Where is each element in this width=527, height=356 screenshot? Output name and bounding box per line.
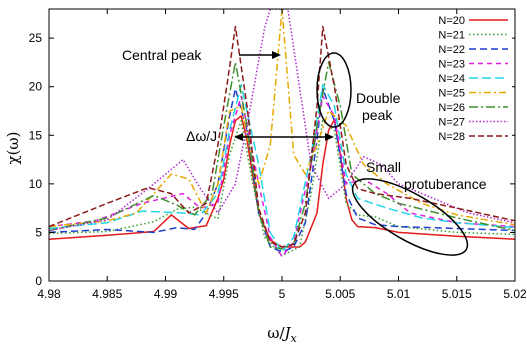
series-line-n-28 (49, 25, 515, 248)
legend-label: N=28 (438, 131, 465, 143)
x-axis-title: ω/Jx (267, 324, 297, 345)
y-axis-title: χ(ω) (4, 131, 22, 164)
small-protuberance-line1: Small (366, 159, 401, 175)
legend-label: N=26 (438, 102, 465, 114)
series-line-n-26 (49, 61, 515, 250)
legend-box (412, 14, 512, 151)
legend-label: N=21 (438, 30, 465, 42)
y-tick-label: 5 (35, 225, 42, 239)
small-protuberance-line2: protuberance (404, 176, 487, 192)
annotation-delta: Δω/J (186, 128, 334, 144)
double-peak-ellipse (316, 52, 352, 128)
annotation-central-peak: Central peak (122, 47, 281, 63)
x-tick-label: 5.005 (325, 287, 355, 301)
legend: N=20 N=21 N=22 N=23 N=24 N=25 N=26 N=27 N=28 (412, 14, 512, 151)
x-tick-label: 5 (279, 287, 286, 301)
double-peak-label-line1: Double (356, 90, 401, 106)
series-layer (49, 9, 515, 258)
x-axis: 4.98 4.985 4.99 4.995 5 5.005 5.01 5.015 5.02 (37, 9, 527, 301)
legend-label: N=20 (438, 15, 465, 27)
y-tick-label: 25 (29, 31, 43, 45)
delta-label: Δω/J (186, 128, 217, 144)
x-tick-label: 4.98 (37, 287, 61, 301)
y-tick-label: 10 (29, 177, 43, 191)
x-tick-label: 4.985 (92, 287, 122, 301)
delta-arrowhead-left (234, 133, 243, 141)
series-line-n-27 (49, 9, 515, 232)
series-line-n-23 (49, 95, 515, 258)
central-peak-label: Central peak (122, 47, 202, 63)
legend-label: N=23 (438, 59, 465, 71)
x-tick-label: 4.99 (154, 287, 178, 301)
x-tick-label: 5.02 (503, 287, 527, 301)
legend-label: N=27 (438, 117, 465, 129)
delta-arrowhead-right (325, 133, 334, 141)
central-peak-arrowhead (272, 51, 281, 59)
annotation-double-peak: Double peak (316, 52, 401, 128)
x-tick-label: 4.995 (209, 287, 239, 301)
series-line-n-22 (49, 87, 515, 253)
series-line-n-25 (49, 9, 515, 228)
series-line-n-24 (49, 84, 515, 253)
x-tick-label: 5.01 (387, 287, 411, 301)
y-tick-label: 15 (29, 128, 43, 142)
x-tick-label: 5.015 (442, 287, 472, 301)
legend-label: N=24 (438, 73, 465, 85)
small-protuberance-ellipse (351, 178, 469, 256)
y-tick-label: 0 (35, 274, 42, 288)
annotation-small-protuberance: Small protuberance (351, 159, 487, 256)
legend-label: N=25 (438, 88, 465, 100)
y-tick-label: 20 (29, 80, 43, 94)
legend-label: N=22 (438, 44, 465, 56)
double-peak-label-line2: peak (362, 107, 393, 123)
y-axis: 0 5 10 15 20 25 (29, 31, 515, 288)
